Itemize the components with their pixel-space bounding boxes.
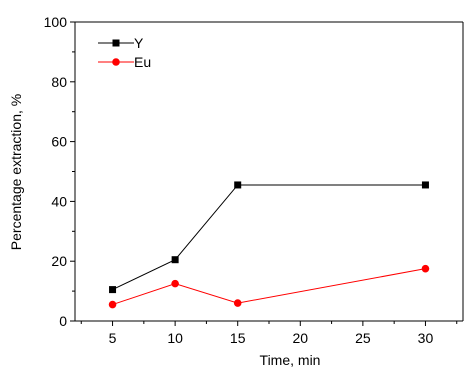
x-tick-label: 15 (230, 330, 246, 346)
data-point-eu (108, 300, 117, 309)
data-point-y (112, 39, 120, 47)
y-tick-label: 0 (59, 313, 67, 329)
data-point-y (234, 181, 242, 189)
data-point-eu (112, 58, 120, 66)
series-layer (108, 181, 430, 309)
y-axis-title: Percentage extraction, % (8, 94, 24, 250)
x-tick-label: 20 (293, 330, 309, 346)
legend-item-y: Y (98, 35, 144, 51)
data-point-eu (171, 279, 179, 288)
data-point-y (109, 286, 117, 294)
legend-label: Eu (134, 54, 151, 70)
x-axis-title: Time, min (260, 352, 321, 368)
series-eu (108, 264, 430, 309)
series-line-eu (112, 268, 426, 306)
y-tick-label: 20 (51, 253, 67, 269)
legend-item-eu: Eu (98, 54, 151, 70)
legend: Y Eu (98, 35, 151, 70)
y-tick-label: 60 (51, 134, 67, 150)
y-tick-label: 100 (44, 14, 68, 30)
y-ticks: 0 20 40 60 80 100 (44, 14, 75, 329)
data-point-eu (233, 299, 242, 307)
x-ticks: 5 10 15 20 25 30 (80, 321, 458, 346)
legend-label: Y (134, 35, 144, 51)
data-point-eu (421, 264, 430, 273)
x-tick-label: 5 (109, 330, 117, 346)
x-tick-label: 25 (355, 330, 371, 346)
x-tick-label: 10 (167, 330, 183, 346)
series-line-y (112, 184, 426, 291)
y-tick-label: 40 (51, 193, 67, 209)
data-point-y (171, 256, 179, 264)
x-tick-label: 30 (418, 330, 434, 346)
y-tick-label: 80 (51, 74, 67, 90)
data-point-y (421, 181, 429, 189)
series-y (109, 181, 429, 294)
